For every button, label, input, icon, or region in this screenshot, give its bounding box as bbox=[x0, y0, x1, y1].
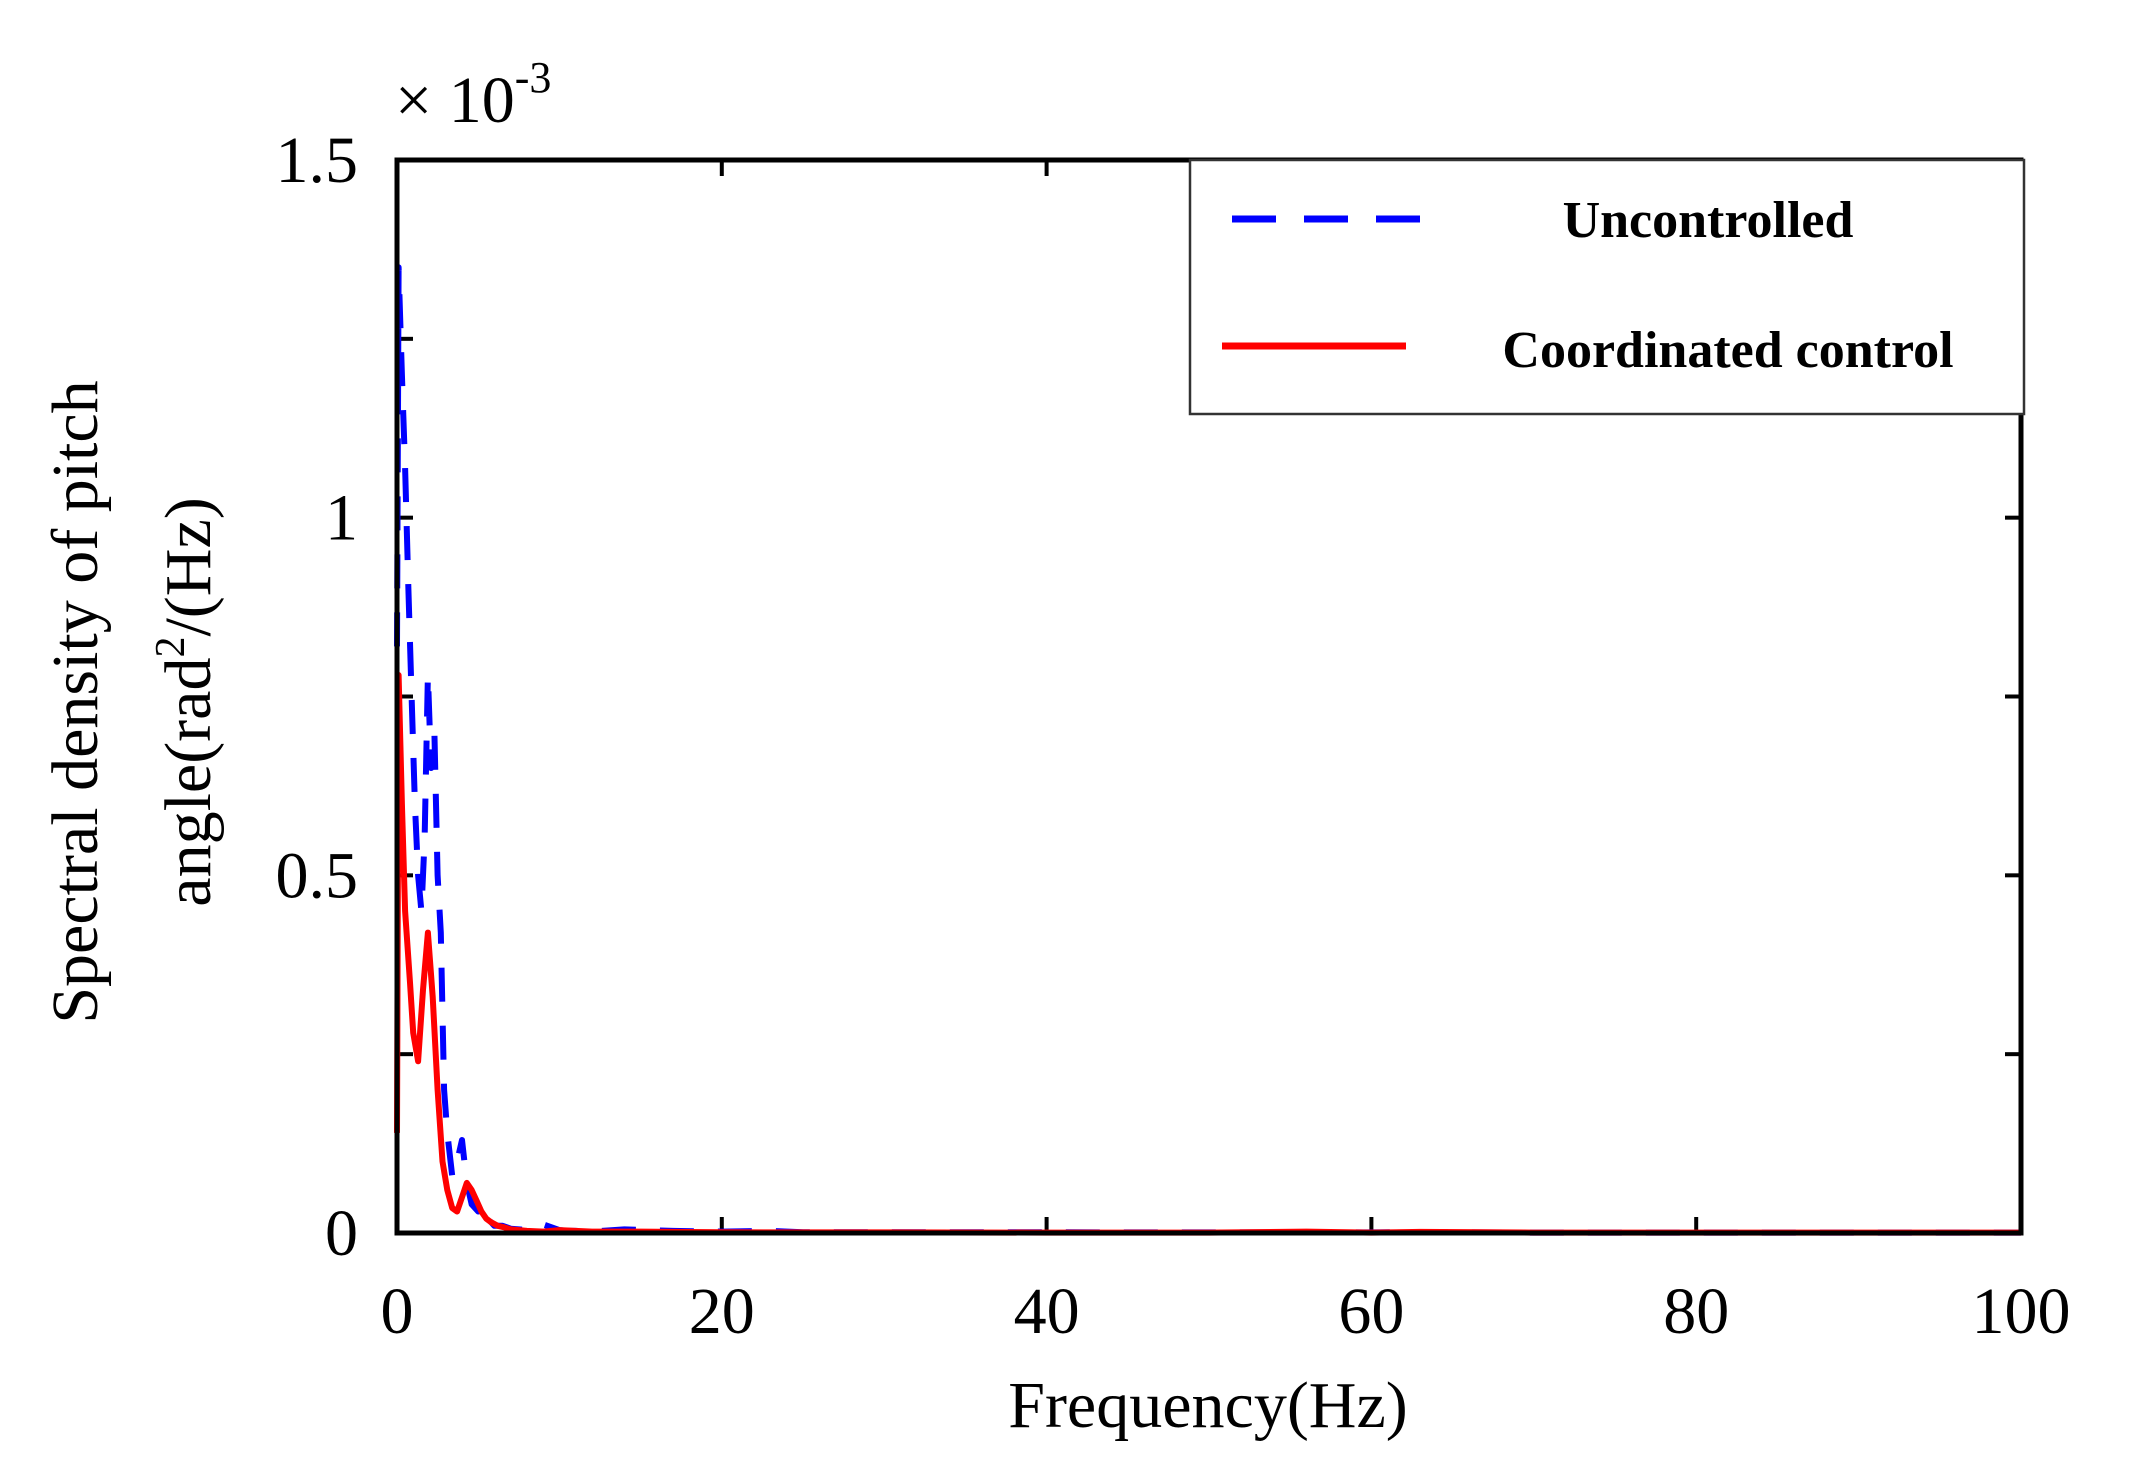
x-tick-label: 80 bbox=[1663, 1275, 1729, 1348]
y-tick-label: 1 bbox=[325, 482, 358, 555]
legend-label-coordinated-control: Coordinated control bbox=[1502, 322, 1953, 379]
x-tick-label: 100 bbox=[1972, 1275, 2071, 1348]
legend-box bbox=[1188, 158, 2026, 416]
legend-label-uncontrolled: Uncontrolled bbox=[1563, 192, 1854, 249]
x-tick-label: 60 bbox=[1338, 1275, 1404, 1348]
series-line-coordinated-control bbox=[394, 672, 2021, 1236]
x-tick-label: 40 bbox=[1014, 1275, 1080, 1348]
y-tick-label: 0.5 bbox=[276, 839, 359, 912]
y-axis-label-line2: angle(rad2/(Hz) bbox=[148, 497, 225, 906]
y-axis-label-line1: Spectral density of pitch bbox=[39, 380, 112, 1023]
exponent-label: × 10-3 bbox=[395, 53, 551, 137]
x-tick-label: 0 bbox=[381, 1275, 414, 1348]
y-tick-labels: 0 0.5 1 1.5 bbox=[276, 124, 359, 1270]
x-tick-label: 20 bbox=[689, 1275, 755, 1348]
x-tick-labels: 0 20 40 60 80 100 bbox=[381, 1275, 2071, 1348]
y-tick-label: 0 bbox=[325, 1197, 358, 1270]
y-axis-label: Spectral density of pitch angle(rad2/(Hz… bbox=[39, 380, 225, 1023]
legend: Uncontrolled Coordinated control bbox=[1188, 158, 2026, 416]
x-axis-label: Frequency(Hz) bbox=[1008, 1369, 1407, 1442]
y-tick-label: 1.5 bbox=[276, 124, 359, 197]
